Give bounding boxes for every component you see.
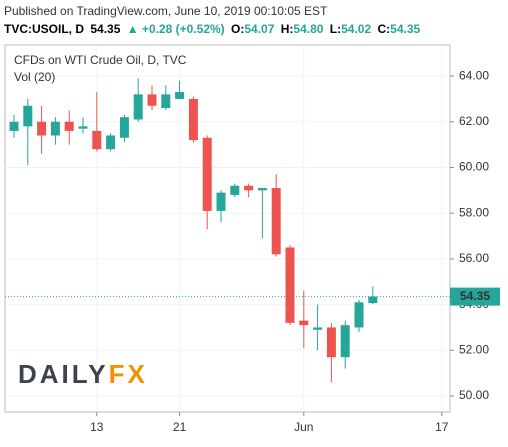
ohlc-value: 54.07 xyxy=(244,22,274,36)
price-label-box xyxy=(450,287,500,306)
candle-body xyxy=(216,192,226,211)
candle-body xyxy=(271,188,281,255)
ohlc-label: H: xyxy=(281,22,294,36)
candle-body xyxy=(230,185,240,195)
candle-body xyxy=(92,130,102,150)
candle-body xyxy=(175,92,185,99)
candle-body xyxy=(202,137,212,211)
watermark-part: DAILY xyxy=(18,359,109,389)
candle-body xyxy=(354,302,364,328)
candle-body xyxy=(313,327,323,330)
candle-body xyxy=(133,94,143,120)
candle-body xyxy=(299,320,309,326)
symbol: TVC:USOIL, D xyxy=(4,22,84,36)
candle-body xyxy=(257,188,267,191)
last-price: 54.35 xyxy=(90,22,120,36)
y-tick-label: 50.00 xyxy=(459,388,489,402)
price-label: 54.35 xyxy=(460,289,490,303)
ohlc-value: 54.35 xyxy=(390,22,420,36)
candle-body xyxy=(64,121,74,131)
watermark-part: FX xyxy=(109,359,148,389)
candle-body xyxy=(50,121,60,136)
candle-body xyxy=(161,94,171,109)
candle-body xyxy=(9,121,19,131)
y-tick-label: 58.00 xyxy=(459,205,489,219)
y-tick-label: 64.00 xyxy=(459,68,489,82)
change: ▲ +0.28 (+0.52%) xyxy=(127,22,225,36)
ohlc-value: 54.80 xyxy=(293,22,323,36)
x-tick-label: 13 xyxy=(90,420,104,434)
header-line: TVC:USOIL, D 54.35 ▲ +0.28 (+0.52%) O:54… xyxy=(4,22,420,36)
ohlc-label: C: xyxy=(377,22,390,36)
published-note: Published on TradingView.com, June 10, 2… xyxy=(4,4,328,18)
ohlc-value: 54.02 xyxy=(341,22,371,36)
candle-body xyxy=(37,121,47,136)
candle-body xyxy=(340,325,350,358)
candle-body xyxy=(106,135,116,150)
candle-body xyxy=(368,296,378,303)
watermark: DAILYFX xyxy=(18,359,148,389)
x-tick-label: Jun xyxy=(294,420,313,434)
y-tick-label: 56.00 xyxy=(459,251,489,265)
ohlc-label: O: xyxy=(231,22,244,36)
candle-body xyxy=(23,105,33,127)
candle-body xyxy=(119,117,129,138)
candle-body xyxy=(78,126,88,129)
candle-body xyxy=(326,327,336,358)
chart-title: CFDs on WTI Crude Oil, D, TVC xyxy=(14,53,187,67)
y-tick-label: 60.00 xyxy=(459,160,489,174)
candle-body xyxy=(244,185,254,191)
y-tick-label: 52.00 xyxy=(459,342,489,356)
y-tick-label: 62.00 xyxy=(459,114,489,128)
candle-body xyxy=(147,94,157,106)
ohlc-label: L: xyxy=(330,22,341,36)
indicator-label: Vol (20) xyxy=(14,70,55,84)
plot-frame xyxy=(4,44,451,413)
x-tick-label: 17 xyxy=(435,420,449,434)
candle-body xyxy=(188,98,198,141)
x-tick-label: 21 xyxy=(173,420,187,434)
candle-body xyxy=(285,247,295,323)
